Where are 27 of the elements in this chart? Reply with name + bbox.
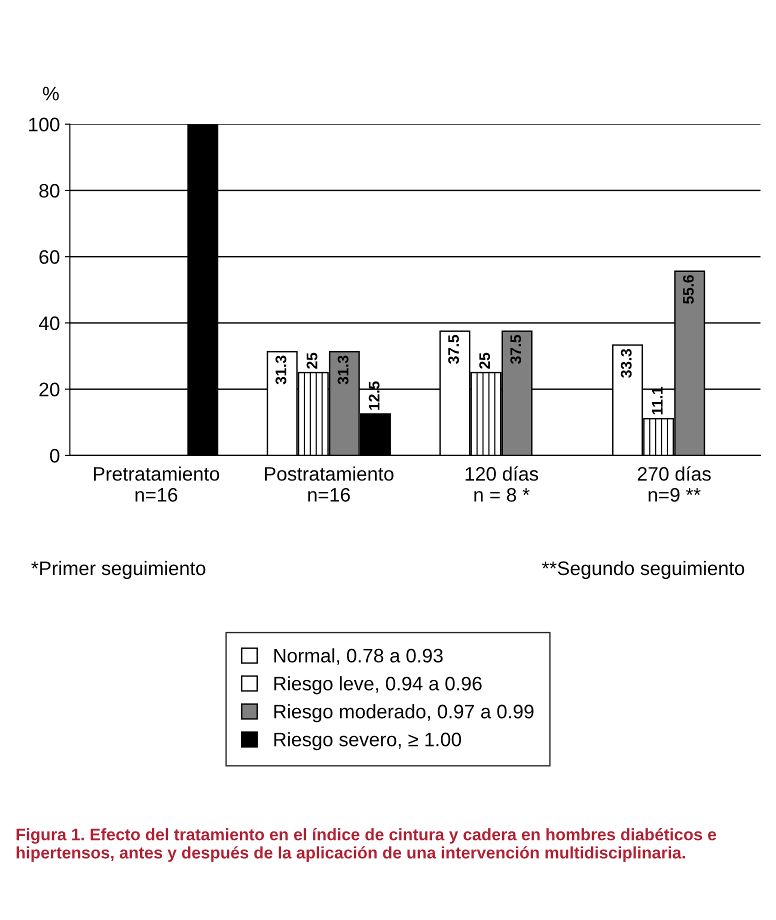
y-tick-label: 0: [50, 448, 60, 463]
data-label: 33.3: [620, 348, 632, 378]
data-label: 31.3: [275, 356, 286, 384]
y-tick-label: 40: [38, 316, 60, 330]
legend-label: Riesgo leve, 0.94 a 0.96: [274, 676, 482, 694]
legend-label: Riesgo moderado, 0.97 a 0.99: [274, 704, 534, 722]
x-tick-label: Postratamiento n=16: [265, 466, 394, 502]
legend-label: Normal, 0.78 a 0.93: [274, 648, 443, 665]
y-axis-title: %: [42, 86, 59, 100]
text: Figura 1. Efecto del tratamiento en el índice de cintura y cadera en hombres diabéticos e hipertensos, antes y después de la aplicación de una intervención multidisciplinaria.: [16, 828, 716, 862]
data-label: 12.5: [368, 381, 380, 410]
y-tick-label: 60: [39, 250, 60, 264]
text: **Segundo seguimiento: [542, 560, 744, 580]
data-label: 37.5: [448, 334, 459, 364]
data-label: 37.5: [510, 334, 522, 364]
x-tick-label: 270 días n=9 **: [638, 466, 711, 502]
x-tick-label: Pretratamiento n=16: [94, 466, 220, 502]
data-label: 25: [306, 352, 318, 369]
x-tick-label: 120 días n = 8 *: [466, 466, 538, 502]
y-tick-label: 100: [29, 118, 60, 132]
data-label: 31.3: [338, 356, 348, 384]
data-label: 25: [479, 352, 490, 369]
y-tick-label: 80: [39, 184, 60, 198]
y-tick-label: 20: [39, 382, 60, 396]
data-label: 55.6: [682, 275, 694, 304]
legend-label: Riesgo severo, ≥ 1.00: [274, 732, 462, 750]
text: *Primer seguimiento: [31, 560, 206, 580]
